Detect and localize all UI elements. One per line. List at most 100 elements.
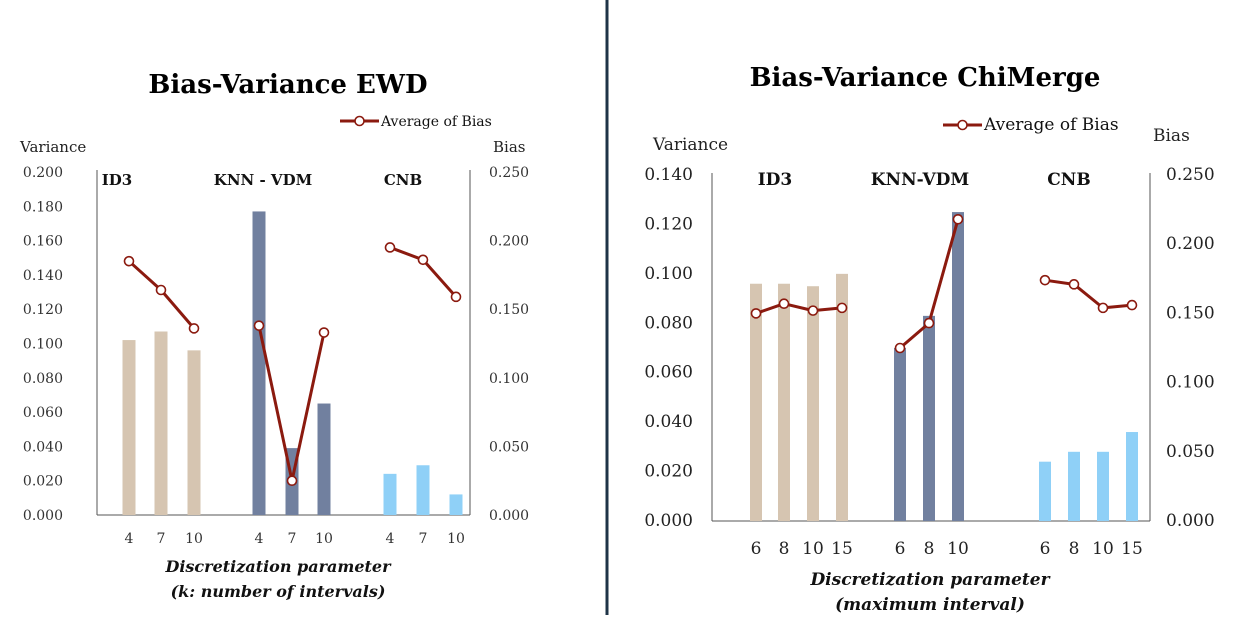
chimerge-y2label: Bias: [1153, 126, 1190, 146]
chimerge-bias-point: [807, 305, 819, 316]
ewd-variance-bar: [154, 331, 168, 515]
chimerge-bias-point: [1068, 279, 1080, 290]
ewd-x-tick-label: 4: [386, 531, 395, 547]
ewd-ytick-label: 0.140: [23, 268, 63, 284]
ewd-ytick-label: 0.180: [23, 199, 63, 215]
chimerge-title: Bias-Variance ChiMerge: [750, 63, 1101, 93]
ewd-title: Bias-Variance EWD: [148, 70, 427, 100]
ewd-bias-point: [123, 255, 135, 267]
ewd-bias-point: [318, 327, 330, 338]
chimerge-variance-bar: [1097, 451, 1109, 521]
ewd-chart: Bias-Variance EWD Average of Bias Variance…: [19, 70, 529, 601]
chimerge-y2tick-label: 0.000: [1166, 511, 1215, 531]
ewd-y2tick-label: 0.000: [489, 508, 529, 524]
ewd-ytick-label: 0.100: [23, 337, 63, 353]
ewd-y2tick-label: 0.250: [489, 165, 529, 181]
ewd-ytick-label: 0.060: [23, 405, 63, 421]
ewd-x-tick-label: 7: [419, 531, 428, 547]
chimerge-x-tick-label: 8: [779, 539, 790, 559]
ewd-variance-bar: [122, 340, 136, 515]
chimerge-variance-bar: [923, 315, 935, 521]
ewd-x-tick-label: 4: [125, 531, 134, 547]
ewd-ytick-label: 0.040: [23, 439, 63, 455]
chimerge-ytick-label: 0.100: [644, 264, 693, 284]
ewd-bias-point: [384, 242, 396, 253]
chimerge-chart: Bias-Variance ChiMerge Average of Bias Var…: [644, 63, 1214, 615]
chimerge-x-tick-label: 15: [1121, 539, 1143, 559]
chimerge-variance-bar: [1126, 432, 1138, 521]
ewd-legend-marker: [354, 115, 365, 127]
ewd-bias-point: [155, 284, 167, 296]
ewd-bias-point: [450, 291, 462, 303]
ewd-variance-bar: [449, 494, 463, 515]
chimerge-variance-bar: [1039, 461, 1051, 521]
ewd-y2tick-label: 0.050: [489, 439, 529, 455]
ewd-ytick-label: 0.200: [23, 165, 63, 181]
chimerge-ylabel: Variance: [652, 135, 728, 155]
chimerge-bias-point: [1097, 302, 1109, 314]
ewd-ytick-label: 0.160: [23, 234, 63, 250]
chimerge-group-label: ID3: [758, 170, 793, 190]
chimerge-ytick-label: 0.140: [644, 165, 693, 185]
chimerge-x-tick-label: 10: [802, 539, 824, 559]
chimerge-legend-marker: [957, 119, 968, 131]
chimerge-x-tick-label: 15: [831, 539, 853, 559]
chimerge-ytick-label: 0.120: [644, 214, 693, 234]
chimerge-variance-bar: [778, 283, 790, 521]
chimerge-y2tick-label: 0.050: [1166, 442, 1215, 462]
chimerge-ytick-label: 0.020: [644, 462, 693, 482]
ewd-ylabel: Variance: [19, 138, 86, 156]
chimerge-variance-bar: [807, 286, 819, 521]
ewd-variance-bar: [383, 473, 397, 515]
ewd-y2tick-label: 0.150: [489, 302, 529, 318]
chimerge-bias-point: [778, 298, 790, 310]
ewd-bias-point: [417, 254, 429, 266]
ewd-x-tick-label: 4: [255, 531, 264, 547]
ewd-variance-bar: [416, 465, 430, 515]
chimerge-x-tick-label: 8: [1069, 539, 1080, 559]
chimerge-bias-point: [750, 308, 762, 319]
chimerge-variance-bar: [952, 212, 964, 522]
chimerge-x-tick-label: 10: [947, 539, 969, 559]
ewd-group-label: ID3: [102, 171, 132, 189]
ewd-group-label: CNB: [384, 171, 422, 189]
ewd-xlabel-line2: (k: number of intervals): [171, 582, 386, 601]
chimerge-xlabel-line1: Discretization parameter: [809, 570, 1050, 590]
ewd-x-tick-label: 7: [157, 531, 166, 547]
ewd-y2label: Bias: [493, 138, 525, 156]
chimerge-bias-point: [836, 302, 848, 314]
chimerge-x-tick-label: 6: [751, 539, 762, 559]
ewd-y2tick-label: 0.200: [489, 234, 529, 250]
chimerge-variance-bar: [1068, 451, 1080, 521]
ewd-y2tick-label: 0.100: [489, 371, 529, 387]
ewd-ytick-label: 0.080: [23, 371, 63, 387]
chimerge-bias-point: [1126, 299, 1138, 311]
ewd-bias-point: [253, 320, 265, 331]
chimerge-x-tick-label: 6: [895, 539, 906, 559]
ewd-x-tick-label: 10: [315, 531, 333, 547]
ewd-x-tick-label: 10: [447, 531, 465, 547]
chimerge-y2tick-label: 0.150: [1166, 303, 1215, 323]
chimerge-variance-bar: [750, 283, 762, 521]
chimerge-variance-bar: [894, 348, 906, 521]
chimerge-legend-label: Average of Bias: [983, 115, 1119, 135]
ewd-bias-point: [188, 323, 200, 334]
ewd-legend-label: Average of Bias: [380, 114, 492, 130]
chimerge-y2tick-label: 0.250: [1166, 165, 1215, 185]
chimerge-x-tick-label: 6: [1040, 539, 1051, 559]
chimerge-xlabel-line2: (maximum interval): [835, 595, 1025, 615]
ewd-ytick-label: 0.120: [23, 302, 63, 318]
chimerge-bias-point: [894, 342, 906, 354]
chimerge-variance-bar: [836, 273, 848, 521]
chimerge-group-label: CNB: [1047, 170, 1090, 190]
chimerge-bias-point: [923, 317, 935, 329]
ewd-variance-bar: [187, 350, 201, 515]
chimerge-bias-line: [755, 302, 843, 315]
ewd-variance-bar: [252, 211, 266, 515]
ewd-ytick-label: 0.000: [23, 508, 63, 524]
ewd-xlabel-line1: Discretization parameter: [164, 557, 392, 576]
ewd-bias-point: [286, 475, 298, 487]
chimerge-bias-point: [952, 213, 964, 225]
chimerge-bias-point: [1039, 274, 1051, 286]
chimerge-ytick-label: 0.040: [644, 412, 693, 432]
